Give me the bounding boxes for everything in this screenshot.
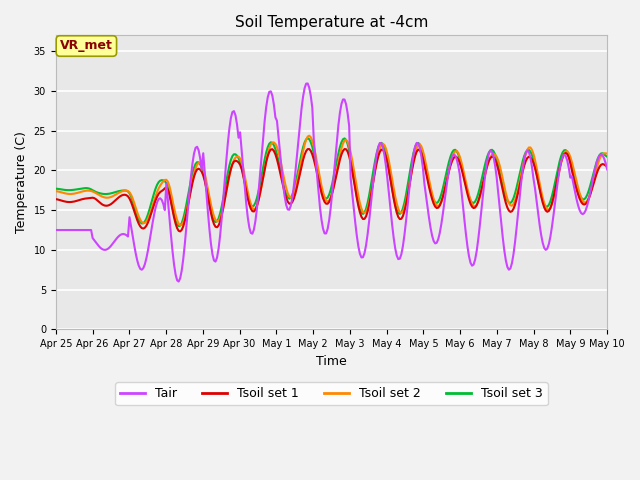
Y-axis label: Temperature (C): Temperature (C) (15, 132, 28, 233)
Legend: Tair, Tsoil set 1, Tsoil set 2, Tsoil set 3: Tair, Tsoil set 1, Tsoil set 2, Tsoil se… (115, 383, 548, 406)
Text: VR_met: VR_met (60, 39, 113, 52)
Title: Soil Temperature at -4cm: Soil Temperature at -4cm (235, 15, 428, 30)
X-axis label: Time: Time (316, 355, 347, 368)
